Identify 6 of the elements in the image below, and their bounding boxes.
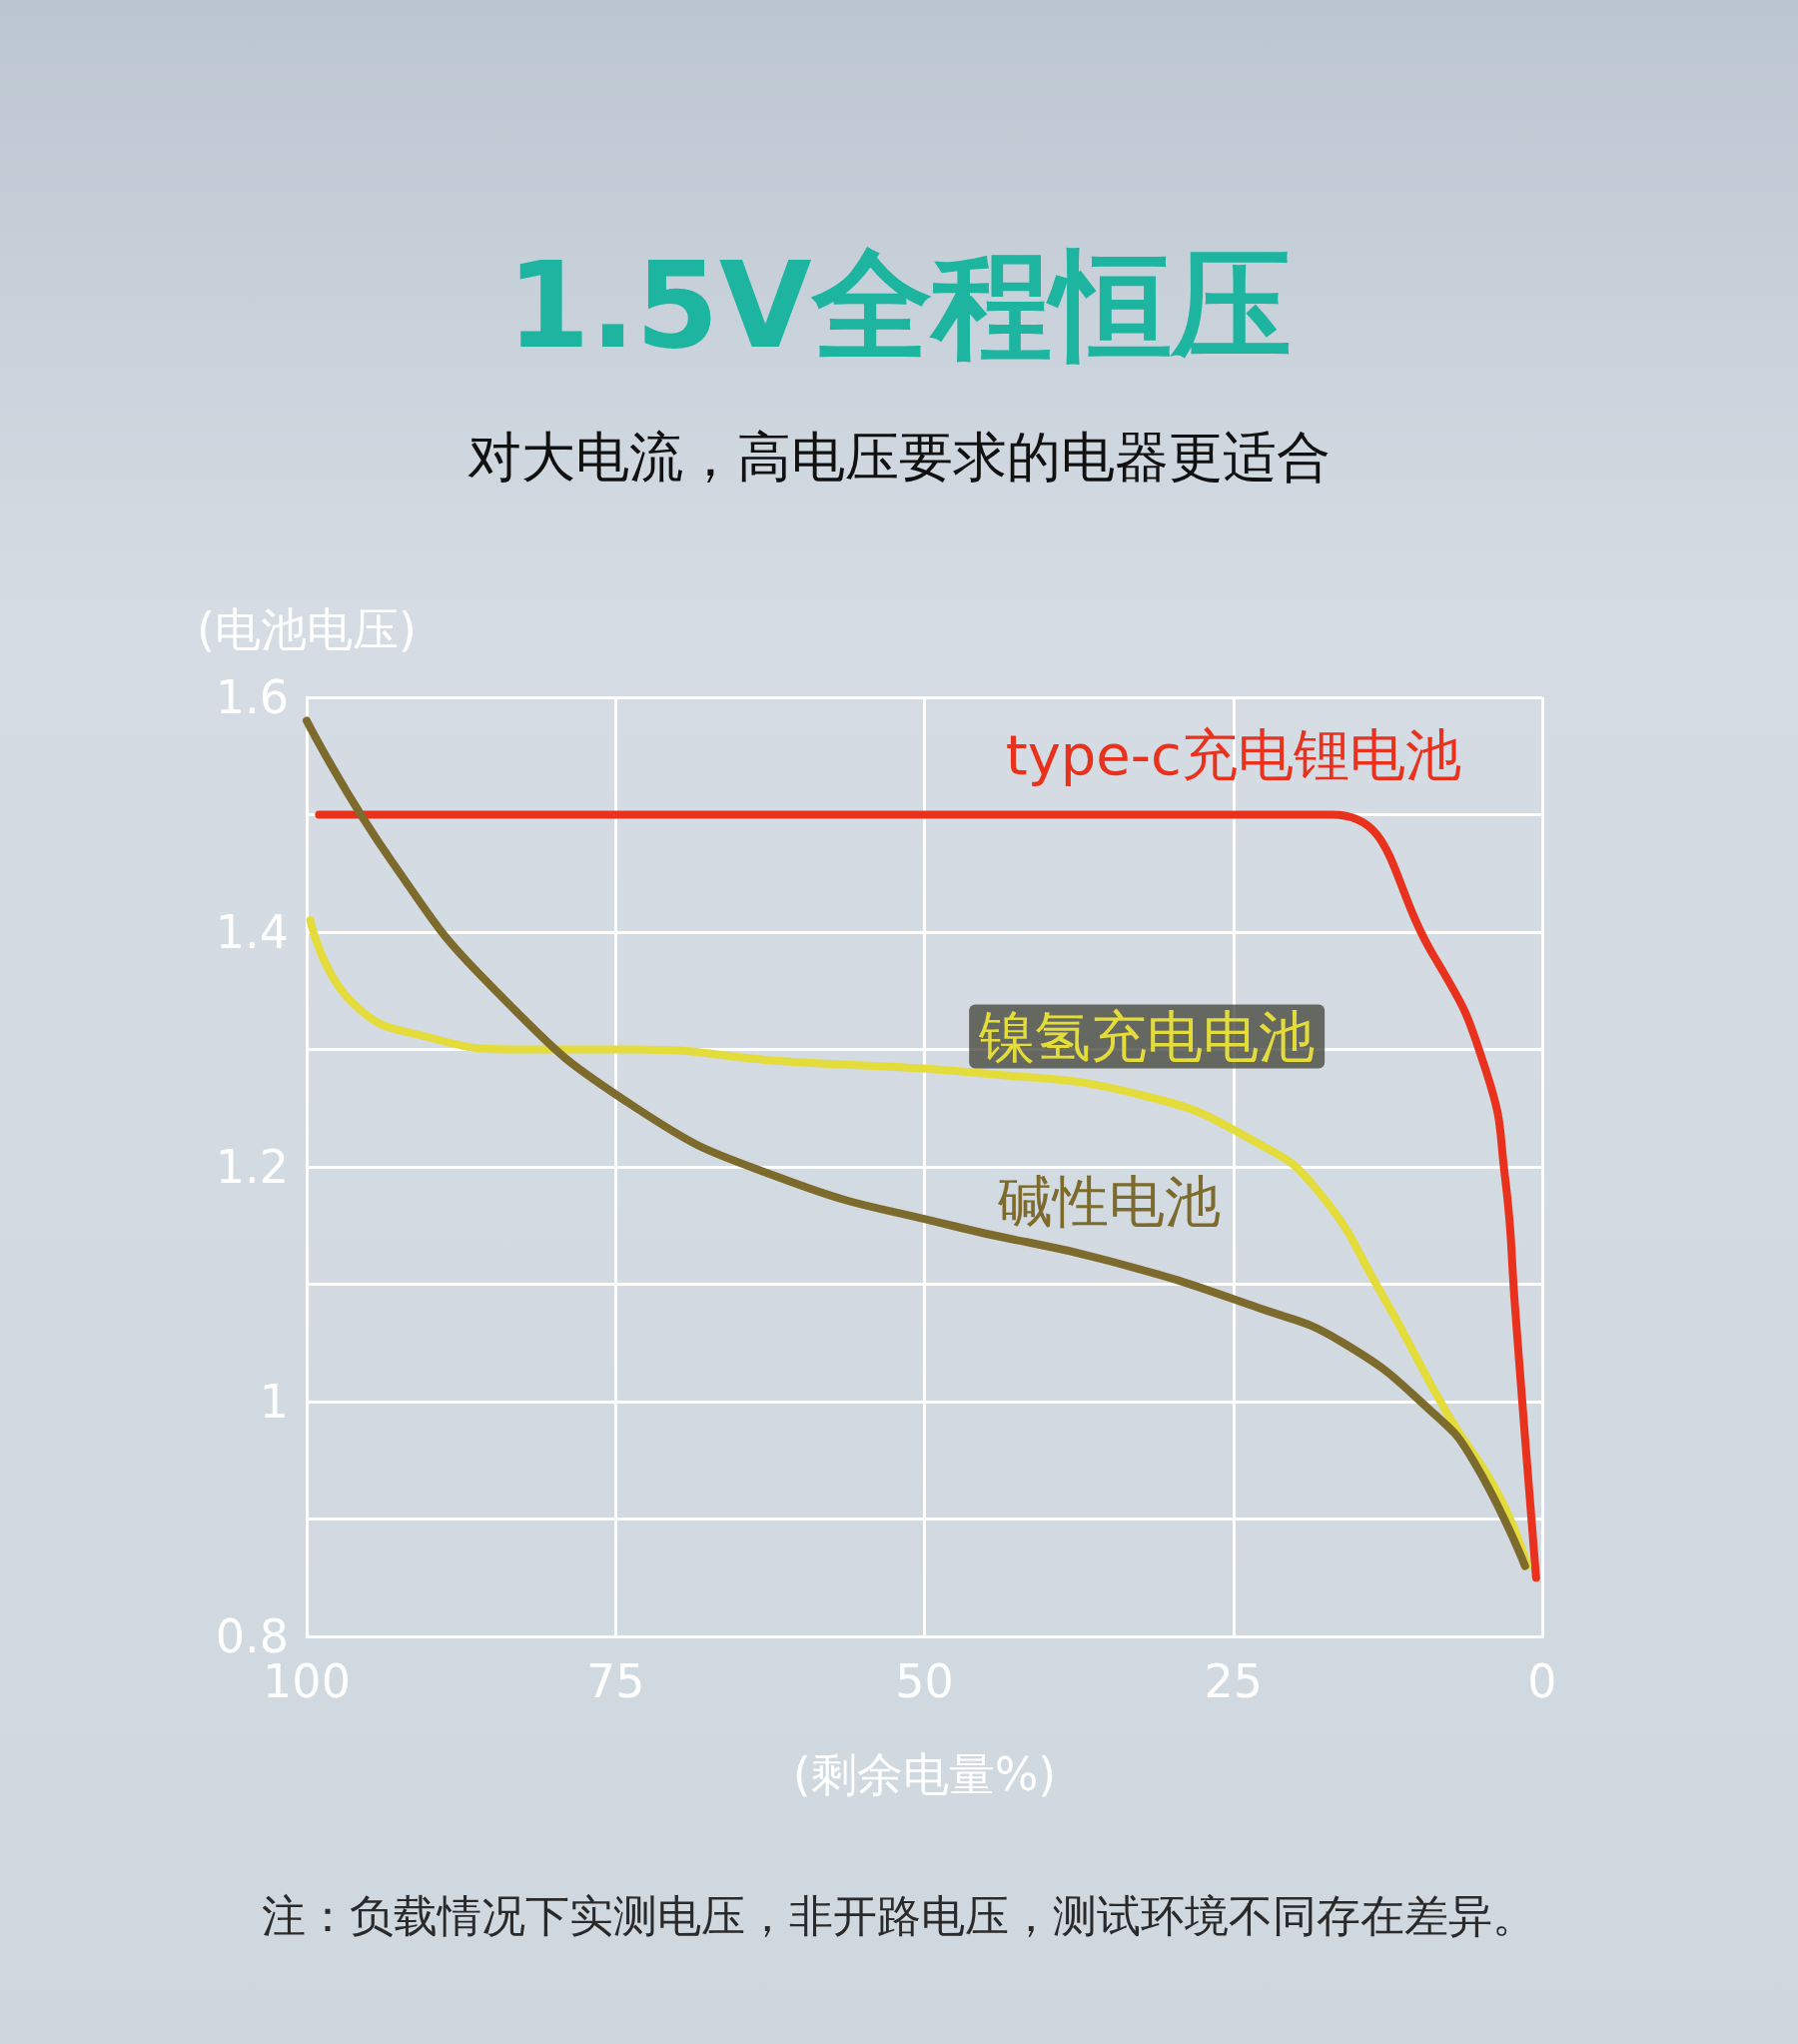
text: 注：负载情况下实测电压，非开路电压，测试环境不同存在差异。: [262, 1889, 1536, 1941]
chart-title: 1.5V全程恒压: [506, 235, 1292, 375]
series-label: type-c充电锂电池: [1005, 722, 1461, 787]
series-label: 镍氢充电电池: [978, 1004, 1316, 1069]
chart-subtitle: 对大电流，高电压要求的电器更适合: [467, 425, 1331, 489]
series-label: 碱性电池: [996, 1168, 1221, 1234]
